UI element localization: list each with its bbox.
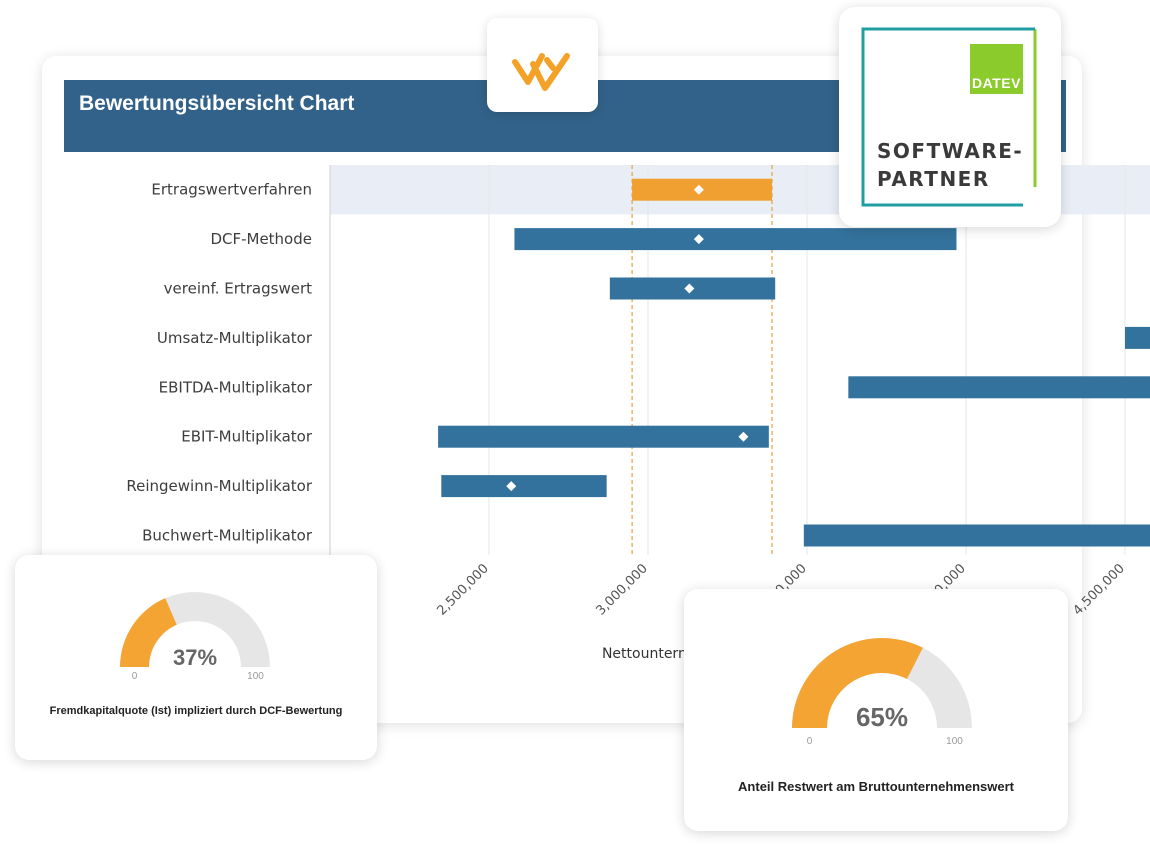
mid-marker bbox=[684, 283, 695, 294]
category-label: EBITDA-Multiplikator bbox=[159, 378, 313, 396]
gauge-fill bbox=[120, 598, 177, 667]
datev-badge: DATEV SOFTWARE- PARTNER bbox=[839, 7, 1061, 227]
software-partner-label: SOFTWARE- PARTNER bbox=[877, 137, 1023, 193]
x-tick-label: 3,000,000 bbox=[593, 561, 650, 618]
range-bar bbox=[848, 376, 1150, 399]
gauge-value: 65% bbox=[856, 702, 908, 732]
mid-marker bbox=[738, 431, 749, 442]
partner-line-2: PARTNER bbox=[877, 167, 990, 191]
category-label: Reingewinn-Multiplikator bbox=[126, 477, 312, 495]
category-label: Ertragswertverfahren bbox=[151, 181, 312, 199]
gauge-max: 100 bbox=[247, 671, 264, 682]
category-label: Umsatz-Multiplikator bbox=[157, 329, 313, 347]
range-bar bbox=[1125, 326, 1150, 349]
range-bar bbox=[438, 425, 769, 448]
range-bar bbox=[514, 228, 957, 251]
x-tick-label: 2,500,000 bbox=[434, 561, 491, 618]
gauge-terminal-value: 65% 0 100 bbox=[792, 638, 972, 747]
mid-marker bbox=[693, 234, 704, 245]
range-bar bbox=[803, 524, 1150, 547]
datev-logo-text: DATEV bbox=[972, 75, 1021, 91]
mid-marker bbox=[506, 481, 517, 492]
gauge-value: 37% bbox=[173, 645, 217, 670]
category-label: Buchwert-Multiplikator bbox=[142, 527, 313, 545]
chart-title: Bewertungsübersicht Chart bbox=[79, 92, 355, 115]
gauge-caption: Anteil Restwert am Bruttounternehmenswer… bbox=[738, 779, 1014, 794]
category-label: DCF-Methode bbox=[210, 230, 312, 248]
datev-frame bbox=[861, 27, 1037, 207]
x-tick-label: 4,500,000 bbox=[1070, 561, 1127, 618]
gauge-max: 100 bbox=[946, 736, 963, 747]
gauge-min: 0 bbox=[807, 736, 813, 747]
gauge-card-terminal-value: 65% 0 100 Anteil Restwert am Bruttounterne… bbox=[684, 589, 1068, 831]
checkmark-logo-icon bbox=[512, 53, 570, 91]
logo-card bbox=[487, 18, 598, 112]
partner-line-1: SOFTWARE- bbox=[877, 139, 1024, 163]
datev-logo: DATEV bbox=[970, 44, 1023, 94]
mid-marker bbox=[693, 184, 704, 195]
range-bar bbox=[441, 475, 607, 498]
gauge-min: 0 bbox=[132, 671, 138, 682]
gauge-card-debt-ratio: 37% 0 100 Fremdkapitalquote (Ist) implizie… bbox=[15, 555, 377, 760]
category-label: vereinf. Ertragswert bbox=[164, 280, 312, 298]
category-label: EBIT-Multiplikator bbox=[181, 428, 313, 446]
gauge-debt-ratio: 37% 0 100 bbox=[120, 592, 270, 682]
gauge-caption: Fremdkapitalquote (Ist) impliziert durch… bbox=[49, 705, 343, 717]
gauge-fill bbox=[792, 638, 923, 728]
